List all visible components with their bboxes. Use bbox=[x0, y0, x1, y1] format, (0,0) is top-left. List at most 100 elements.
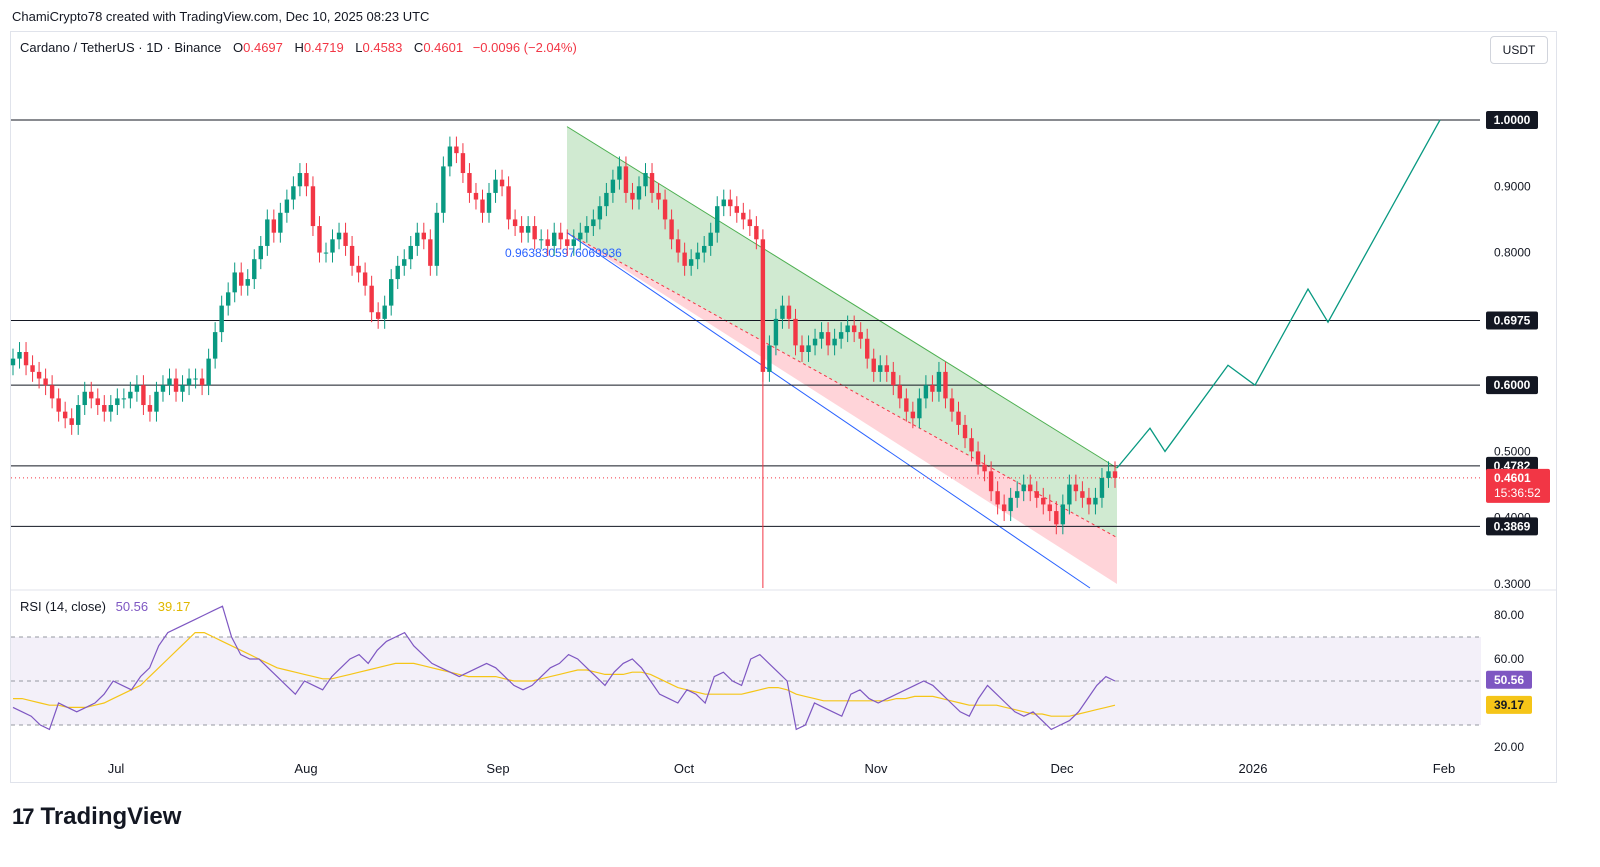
candle-body bbox=[317, 226, 322, 253]
candle-body bbox=[884, 365, 889, 372]
tradingview-wordmark: TradingView bbox=[40, 803, 182, 830]
candle-body bbox=[323, 252, 329, 254]
last-price-countdown: 15:36:52 bbox=[1494, 486, 1541, 500]
candle-body bbox=[245, 279, 250, 286]
candle-body bbox=[623, 166, 629, 193]
candle-body bbox=[82, 391, 87, 406]
rsi-value-badge-label: 50.56 bbox=[1494, 673, 1524, 687]
candle-body bbox=[375, 312, 381, 319]
candle-body bbox=[728, 199, 733, 207]
chart-frame bbox=[10, 31, 1557, 783]
candle-body bbox=[962, 424, 968, 439]
rsi-axis-tick-label: 80.00 bbox=[1494, 608, 1524, 622]
candle-body bbox=[1073, 484, 1079, 492]
currency-button[interactable]: USDT bbox=[1490, 36, 1548, 64]
channel-annotation-label: 0.9638305976069936 bbox=[505, 246, 622, 260]
candle-body bbox=[421, 232, 427, 240]
candle-body bbox=[584, 226, 590, 233]
rsi-ma-line[interactable] bbox=[13, 631, 1116, 717]
candle-body bbox=[128, 391, 133, 399]
candle-body bbox=[988, 471, 994, 492]
rsi-line[interactable] bbox=[12, 605, 1116, 731]
candle-body bbox=[134, 385, 140, 392]
candle-body bbox=[454, 146, 459, 154]
low-label: L bbox=[355, 40, 363, 55]
candle-body bbox=[473, 192, 479, 200]
candle-body bbox=[525, 226, 531, 233]
candle-body bbox=[565, 239, 570, 246]
price-level-badge bbox=[1486, 517, 1538, 536]
candle-body bbox=[695, 252, 700, 260]
candle-body bbox=[486, 192, 492, 213]
price-axis-tick-label: 0.3000 bbox=[1494, 577, 1531, 591]
candle-body bbox=[871, 358, 876, 372]
candle-body bbox=[578, 232, 583, 240]
rsi-value-badge bbox=[1486, 670, 1532, 689]
channel-top-line[interactable] bbox=[566, 126, 1118, 469]
price-chart[interactable]: Jul Aug Sep Oct Nov Dec 2026 Feb 0.9638305976069… bbox=[0, 0, 1600, 800]
rsi-title[interactable]: RSI (14, close) bbox=[20, 599, 106, 614]
candle-body bbox=[493, 179, 498, 193]
candle-body bbox=[499, 179, 505, 187]
price-level-badge bbox=[1486, 376, 1538, 395]
candle-body bbox=[799, 345, 805, 352]
projection-path[interactable] bbox=[1116, 119, 1441, 469]
candle-body bbox=[30, 365, 35, 372]
candle-body bbox=[819, 332, 824, 339]
candle-body bbox=[480, 199, 485, 213]
candle-body bbox=[415, 232, 420, 246]
candle-body bbox=[532, 226, 537, 240]
candle-body bbox=[219, 305, 224, 333]
candle-body bbox=[825, 332, 831, 346]
channel-upper-zone bbox=[567, 126, 1117, 538]
candle-body bbox=[258, 245, 263, 260]
candle-body bbox=[369, 285, 374, 313]
candle-body bbox=[389, 279, 394, 306]
candle-body bbox=[141, 385, 146, 406]
candle-body bbox=[975, 451, 981, 465]
candle-body bbox=[310, 186, 316, 227]
candle-body bbox=[349, 245, 355, 266]
candle-body bbox=[604, 192, 609, 207]
last-price-badge bbox=[1486, 468, 1550, 503]
candle-body bbox=[225, 292, 231, 306]
candle-body bbox=[278, 212, 283, 233]
candle-body bbox=[545, 239, 550, 246]
candle-body bbox=[636, 186, 642, 200]
candle-body bbox=[1001, 504, 1007, 512]
candle-body bbox=[382, 305, 387, 319]
candle-body bbox=[910, 411, 916, 419]
candle-body bbox=[930, 385, 935, 392]
x-axis-tick-label: Feb bbox=[1433, 761, 1455, 776]
price-axis-tick-label: 0.9000 bbox=[1494, 179, 1531, 193]
price-level-badge bbox=[1486, 311, 1538, 330]
candle-body bbox=[239, 272, 244, 286]
candle-body bbox=[793, 318, 798, 346]
tradingview-logo[interactable]: 17 TradingView bbox=[12, 803, 181, 831]
candle-body bbox=[160, 385, 166, 392]
candle-body bbox=[356, 265, 361, 273]
symbol-title[interactable]: Cardano / TetherUS · 1D · Binance bbox=[20, 40, 222, 55]
candle-body bbox=[76, 405, 81, 425]
candle-body bbox=[1041, 497, 1046, 505]
channel-bottom-line[interactable] bbox=[566, 232, 1091, 589]
candle-body bbox=[108, 405, 114, 412]
x-axis-tick-label: 2026 bbox=[1239, 761, 1268, 776]
candle-body bbox=[1067, 484, 1072, 505]
rsi-ma-badge-label: 39.17 bbox=[1494, 698, 1524, 712]
price-level-badge bbox=[1486, 111, 1538, 129]
last-price-value: 0.4601 bbox=[1494, 471, 1531, 485]
candle-body bbox=[610, 179, 616, 193]
candle-body bbox=[284, 199, 290, 213]
candle-body bbox=[402, 259, 407, 266]
chart-credit: ChamiCrypto78 created with TradingView.c… bbox=[12, 9, 430, 24]
x-axis-tick-label: Jul bbox=[108, 761, 125, 776]
candle-body bbox=[630, 192, 635, 200]
candle-body bbox=[167, 378, 172, 386]
candle-body bbox=[675, 239, 681, 253]
high-value: 0.4719 bbox=[303, 40, 344, 55]
candle-body bbox=[330, 239, 335, 253]
candle-body bbox=[395, 265, 400, 280]
candle-body bbox=[741, 212, 746, 220]
candle-body bbox=[62, 411, 68, 419]
